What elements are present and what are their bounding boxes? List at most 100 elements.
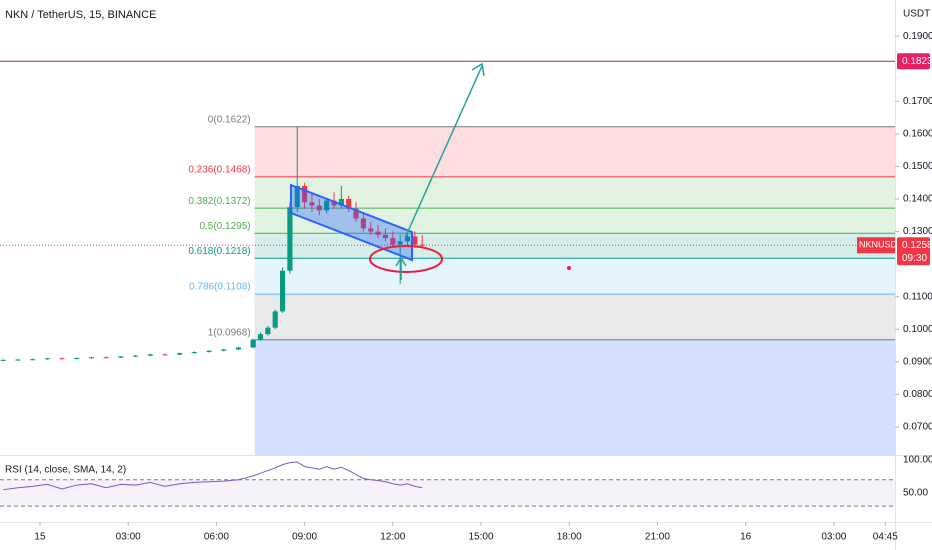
candle-body bbox=[103, 357, 109, 359]
candle-body bbox=[353, 208, 359, 219]
candle-body bbox=[382, 234, 389, 239]
candle-body bbox=[287, 207, 293, 271]
candle-body bbox=[404, 236, 411, 242]
fib-label: 0.786(0.1108) bbox=[189, 282, 251, 293]
dot bbox=[567, 266, 571, 270]
candle-body bbox=[0, 359, 6, 361]
candles-layer bbox=[0, 60, 895, 362]
candle-body bbox=[272, 311, 278, 328]
candle-body bbox=[360, 218, 366, 229]
x-tick-label: 03:00 bbox=[821, 532, 846, 543]
y-tick-label: 0.1100 bbox=[903, 291, 932, 302]
x-tick-label: 15 bbox=[34, 532, 46, 543]
fib-zone bbox=[254, 126, 896, 177]
last-price-tag bbox=[897, 237, 930, 266]
fib-label: 0.5(0.1295) bbox=[199, 221, 250, 232]
fib-label: 0.618(0.1218) bbox=[188, 246, 250, 257]
x-tick-label: 12:00 bbox=[380, 532, 405, 543]
candle-body bbox=[324, 200, 330, 211]
rsi-tick-label: 50.00 bbox=[903, 488, 928, 499]
fib-zone bbox=[254, 258, 896, 295]
candle-body bbox=[309, 202, 315, 206]
candle-body bbox=[397, 241, 403, 245]
fib-label: 0(0.1622) bbox=[208, 114, 251, 125]
x-tick-label: 04:45 bbox=[873, 532, 898, 543]
candle-body bbox=[30, 359, 36, 361]
fib-zone bbox=[254, 339, 896, 455]
candle-body bbox=[221, 349, 227, 351]
candle-body bbox=[279, 270, 286, 312]
y-tick-label: 0.1000 bbox=[903, 324, 932, 335]
x-tick-label: 16 bbox=[740, 532, 752, 543]
y-tick-label: 0.1300 bbox=[903, 226, 932, 237]
candle-body bbox=[316, 205, 322, 211]
candle-body bbox=[206, 350, 212, 353]
candle-body bbox=[235, 347, 242, 350]
candle-body bbox=[147, 354, 153, 356]
arrow-head bbox=[471, 62, 485, 77]
y-tick-label: 0.1500 bbox=[903, 161, 932, 172]
candle-body bbox=[250, 339, 256, 348]
y-tick-label: 0.1900 bbox=[903, 31, 932, 42]
symbol-label: NKNUSDT bbox=[859, 240, 903, 250]
candle-body bbox=[132, 355, 139, 357]
y-tick-label: 0.1600 bbox=[903, 129, 932, 140]
candle-body bbox=[302, 185, 308, 203]
y-tick-label: 0.0700 bbox=[903, 422, 932, 433]
rsi-tick-label: 100.00 bbox=[903, 455, 932, 466]
candle-body bbox=[88, 357, 95, 359]
channel-drawing bbox=[290, 183, 413, 262]
drawings-layer bbox=[290, 62, 571, 280]
rsi-band bbox=[0, 479, 895, 507]
candle-body bbox=[419, 244, 425, 246]
candle-body bbox=[15, 359, 21, 361]
candle-body bbox=[44, 358, 50, 360]
candle-body bbox=[118, 356, 124, 358]
currency-label: USDT bbox=[903, 9, 930, 20]
fib-label: 0.236(0.1468) bbox=[188, 164, 250, 175]
x-tick-label: 09:00 bbox=[292, 532, 317, 543]
candle-body bbox=[74, 357, 80, 359]
candle-body bbox=[265, 327, 271, 335]
circle-drawing bbox=[369, 245, 443, 273]
candle-body bbox=[294, 185, 300, 208]
axes-layer: 0.1900 0.1700 0.1600 0.1500 0.1400 0.1300 0.11… bbox=[0, 31, 932, 543]
countdown-label: 09:30 bbox=[902, 253, 927, 264]
chart-title: NKN / TetherUS, 15, BINANCE bbox=[5, 9, 156, 21]
candle-body bbox=[331, 200, 337, 206]
x-tick-label: 15:00 bbox=[469, 532, 494, 543]
candle-body bbox=[412, 236, 418, 245]
y-tick-label: 0.1400 bbox=[903, 194, 932, 205]
fib-label: 1(0.0968) bbox=[208, 327, 251, 338]
y-tick-label: 0.0900 bbox=[903, 356, 932, 367]
candle-body bbox=[162, 354, 168, 356]
fib-zone bbox=[254, 294, 896, 340]
target-price-label: 0.1823 bbox=[902, 56, 932, 67]
candle-body bbox=[59, 358, 65, 360]
x-tick-label: 03:00 bbox=[116, 532, 141, 543]
candle-body bbox=[346, 199, 352, 209]
fib-zone bbox=[254, 176, 896, 209]
candle-body bbox=[368, 228, 374, 232]
target-price-tag bbox=[897, 53, 930, 70]
rsi-line bbox=[3, 461, 423, 491]
candle-body bbox=[390, 238, 396, 245]
x-tick-label: 21:00 bbox=[645, 532, 670, 543]
arrow-line bbox=[404, 65, 483, 239]
candle-body bbox=[375, 231, 381, 235]
symbol-tag bbox=[857, 237, 895, 254]
candle-body bbox=[257, 334, 264, 340]
fib-layer: 0(0.1622) 0.236(0.1468) 0.382(0.1372) 0.5(0… bbox=[188, 114, 896, 455]
fib-zone bbox=[254, 233, 896, 259]
fib-label: 0.382(0.1372) bbox=[188, 196, 250, 207]
last-price-label: 0.1258 bbox=[902, 240, 932, 251]
x-tick-label: 18:00 bbox=[557, 532, 582, 543]
rsi-title: RSI (14, close, SMA, 14, 2) bbox=[5, 465, 126, 476]
candle-body bbox=[177, 353, 183, 355]
candle-body bbox=[338, 199, 344, 206]
y-tick-label: 0.0800 bbox=[903, 389, 932, 400]
candle-body bbox=[191, 352, 197, 354]
y-tick-label: 0.1700 bbox=[903, 96, 932, 107]
